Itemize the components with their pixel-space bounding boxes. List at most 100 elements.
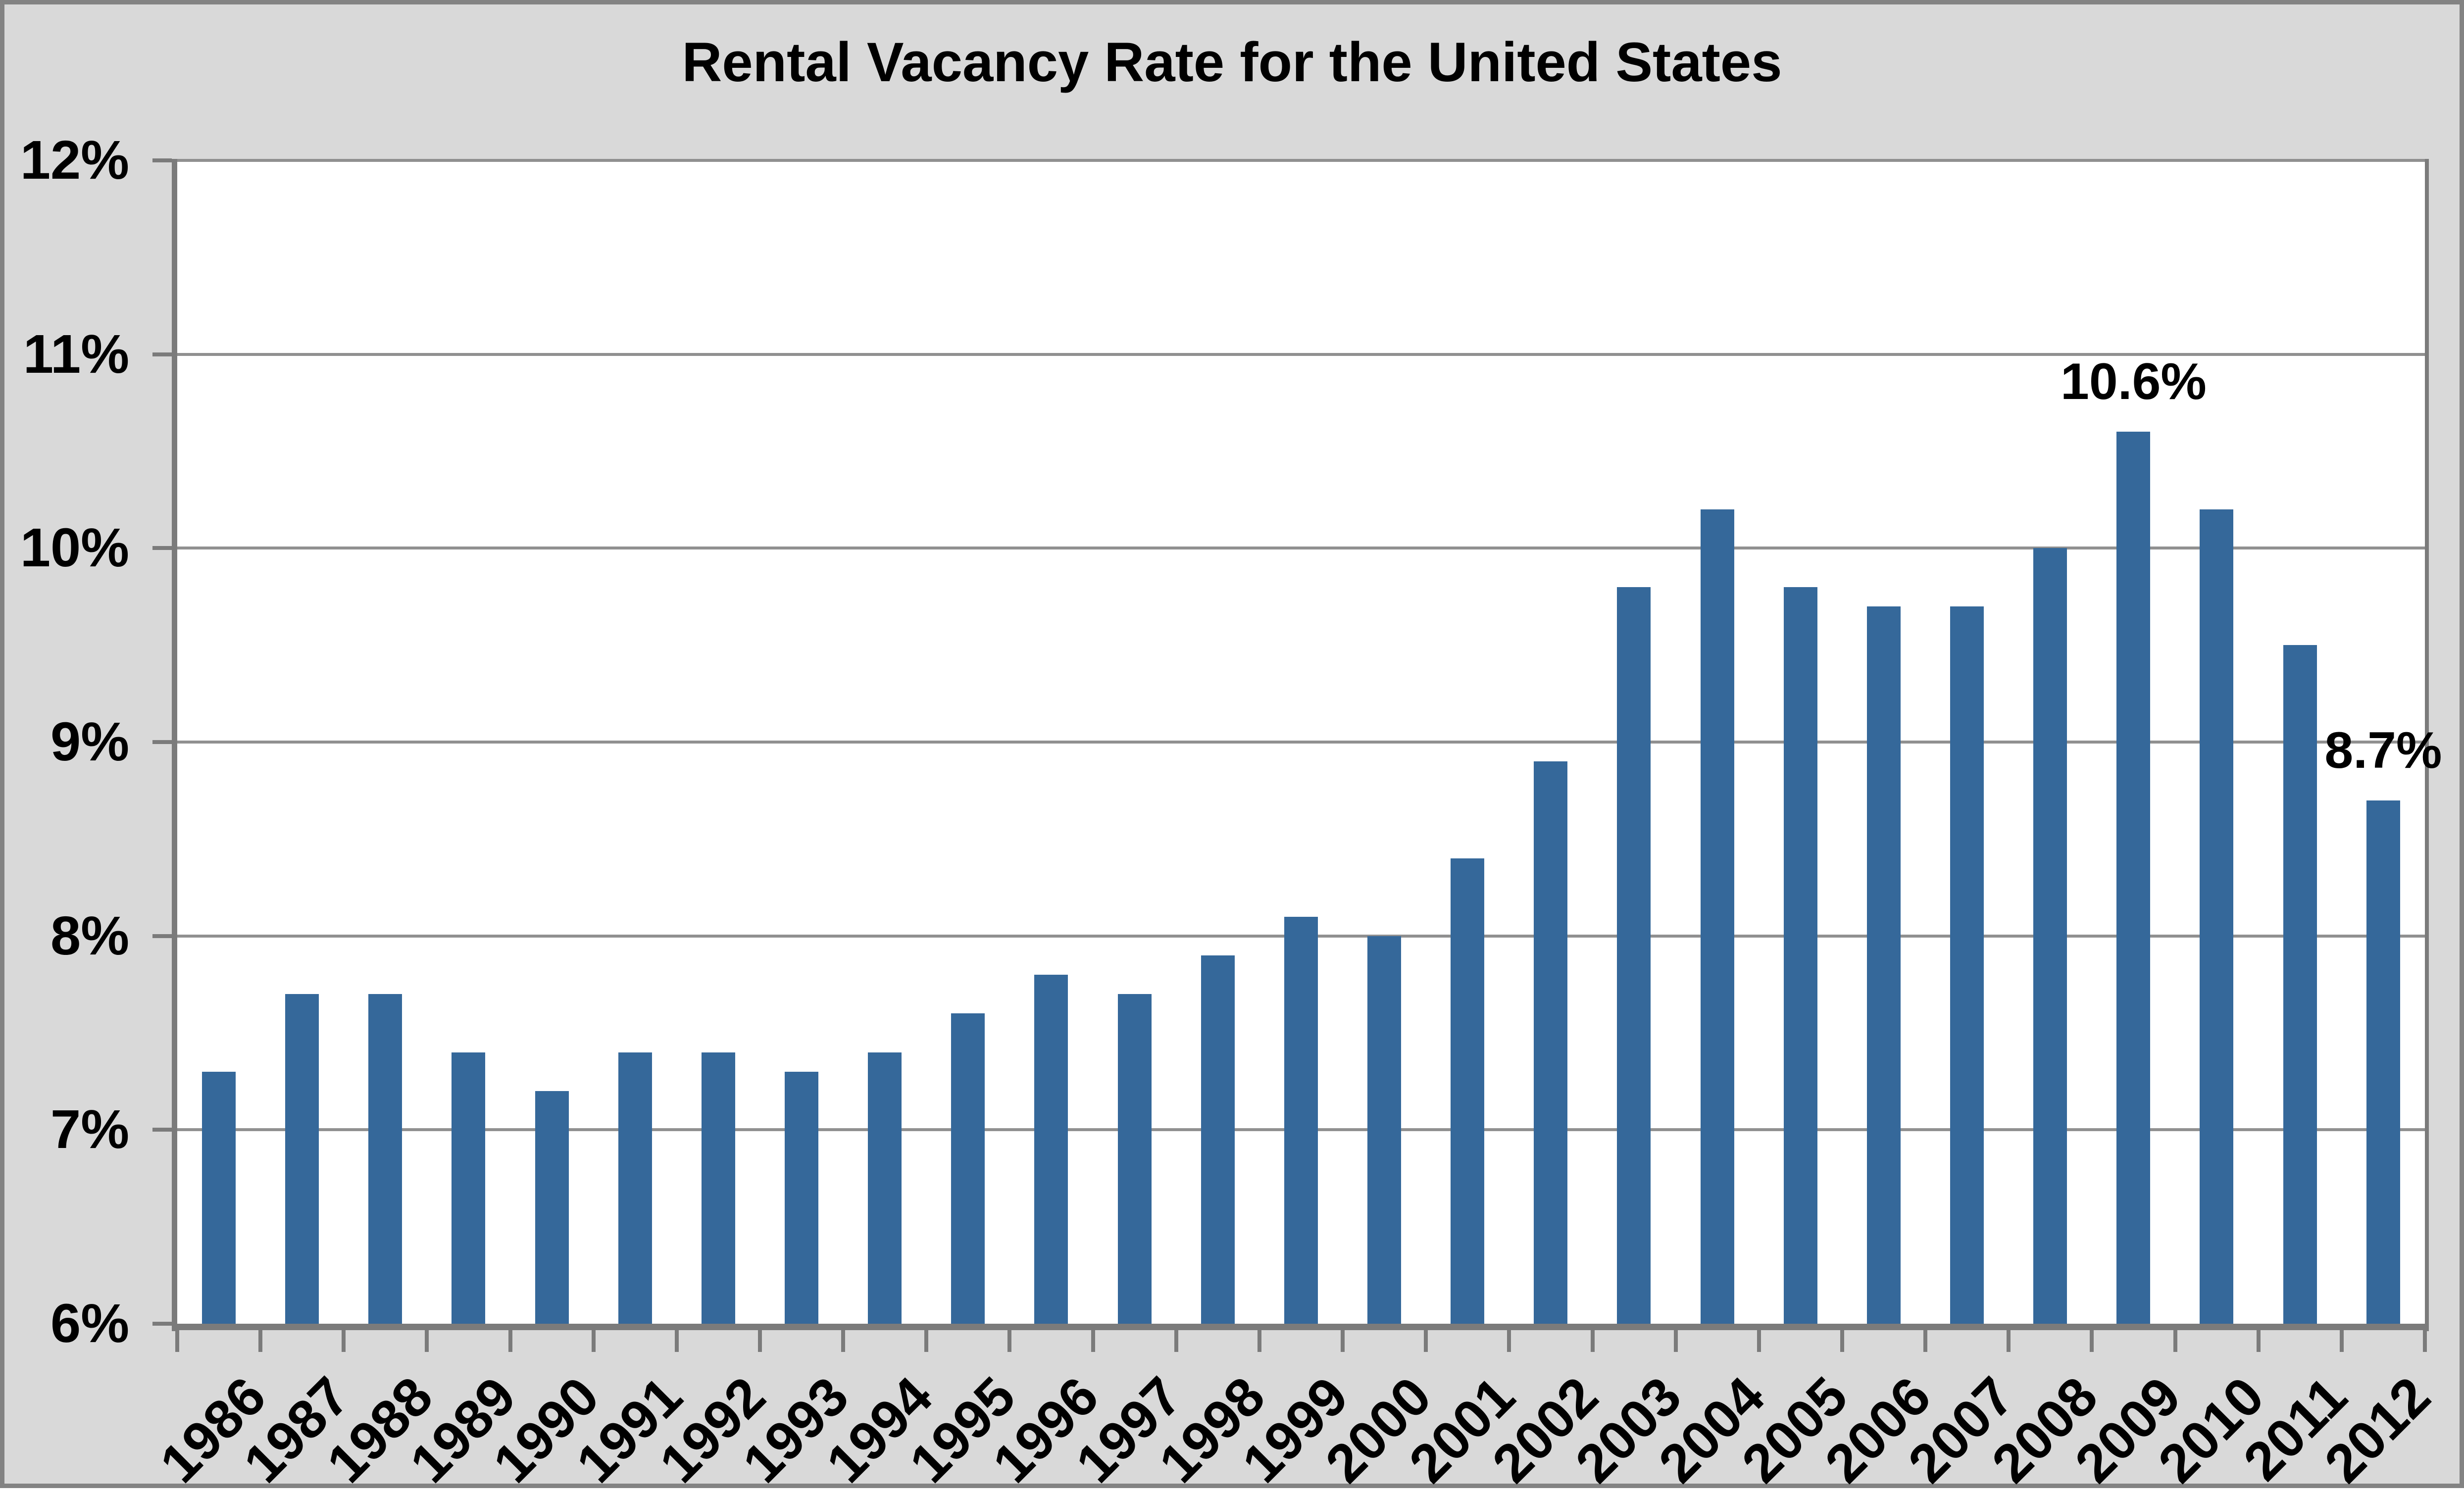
x-axis-tick [2256,1330,2261,1352]
bar-2010 [2200,509,2234,1324]
y-axis-label-11pct: 11% [23,323,129,385]
bar-2006 [1866,606,1901,1324]
x-axis-tick [2173,1330,2177,1352]
bar-cell-2006 [1842,160,1925,1324]
x-axis-tick [1840,1330,1844,1352]
bar-cell-1986 [177,160,260,1324]
y-axis-label-7pct: 7% [50,1099,129,1160]
bar-cell-2004 [1676,160,1759,1324]
x-axis-tick [1507,1330,1511,1352]
bar-cell-1987 [260,160,344,1324]
y-axis-label-8pct: 8% [50,905,129,966]
bar-2007 [1950,606,1984,1324]
x-axis-tick [425,1330,429,1352]
gridline-11pct [177,352,2425,356]
bar-cell-1998 [1176,160,1259,1324]
x-axis-tick [1923,1330,1928,1352]
x-axis-tick [674,1330,679,1352]
y-axis-tick-12pct [152,158,172,162]
bar-2012 [2366,800,2400,1324]
x-axis-tick [2007,1330,2011,1352]
x-axis-tick [2090,1330,2094,1352]
bar-1998 [1201,955,1235,1324]
bar-2003 [1617,587,1651,1324]
y-axis-tick-9pct [152,740,172,744]
bar-cell-1989 [427,160,510,1324]
bar-2000 [1367,936,1402,1324]
bar-1993 [785,1071,819,1324]
x-axis-line [172,1324,2429,1330]
x-axis-tick [2423,1330,2427,1352]
bar-cell-2005 [1759,160,1842,1324]
bar-cell-2001 [1426,160,1509,1324]
bar-2011 [2283,645,2317,1324]
x-axis-tick [924,1330,929,1352]
bar-2008 [2033,548,2067,1324]
x-axis-tick [2339,1330,2344,1352]
bar-1997 [1117,994,1152,1324]
x-axis-tick [342,1330,346,1352]
bar-cell-1994 [843,160,926,1324]
x-axis-tick [175,1330,179,1352]
bar-cell-2002 [1509,160,1592,1324]
x-axis-tick [1091,1330,1095,1352]
x-axis-tick [1174,1330,1178,1352]
bar-cell-2010 [2175,160,2258,1324]
plot-area [177,159,2425,1324]
bar-1991 [618,1052,652,1324]
bar-cell-2003 [1592,160,1675,1324]
bar-1995 [951,1013,985,1324]
annotation-2009: 10.6% [2061,353,2207,411]
bar-1987 [285,994,319,1324]
bar-1996 [1034,975,1068,1324]
bar-1988 [368,994,402,1324]
x-axis-tick [1673,1330,1678,1352]
y-axis-label-9pct: 9% [50,711,129,772]
y-axis-tick-8pct [152,934,172,938]
y-axis-tick-6pct [152,1322,172,1326]
bar-1994 [868,1052,902,1324]
bar-2002 [1534,761,1568,1324]
bar-cell-1999 [1259,160,1343,1324]
bar-1989 [452,1052,486,1324]
bar-2001 [1451,858,1485,1324]
x-axis-tick [1590,1330,1595,1352]
bar-cell-2009 [2092,160,2175,1324]
y-axis-label-6pct: 6% [50,1293,129,1354]
bar-cell-2000 [1343,160,1426,1324]
bar-cell-1996 [1009,160,1093,1324]
x-axis-tick [1424,1330,1428,1352]
x-axis-tick [841,1330,846,1352]
bar-2009 [2116,432,2151,1324]
bar-2005 [1783,587,1817,1324]
x-axis-tick [1757,1330,1761,1352]
bar-cell-2008 [2009,160,2092,1324]
bar-cell-1995 [926,160,1009,1324]
gridline-10pct [177,547,2425,550]
y-axis-tick-10pct [152,546,172,550]
x-axis-tick [1257,1330,1261,1352]
bar-cell-2012 [2342,160,2425,1324]
plot-right-border [2425,159,2429,1331]
bar-1999 [1284,916,1318,1324]
bar-cell-1991 [594,160,677,1324]
bar-cell-1993 [760,160,843,1324]
bar-cell-1992 [677,160,760,1324]
x-axis-tick [258,1330,263,1352]
y-axis-tick-7pct [152,1128,172,1132]
annotation-2012: 8.7% [2324,721,2442,779]
y-axis-label-10pct: 10% [20,517,129,579]
x-axis-tick [508,1330,512,1352]
gridline-9pct [177,741,2425,744]
bar-cell-2011 [2259,160,2342,1324]
bar-1990 [535,1091,569,1324]
x-axis-tick [591,1330,596,1352]
bar-cell-1990 [510,160,594,1324]
chart-title: Rental Vacancy Rate for the United State… [682,31,1782,93]
y-axis-line [172,159,177,1331]
bar-cell-2007 [1925,160,2009,1324]
y-axis-tick-11pct [152,352,172,356]
y-axis-label-12pct: 12% [20,130,129,191]
x-axis-tick [1341,1330,1345,1352]
